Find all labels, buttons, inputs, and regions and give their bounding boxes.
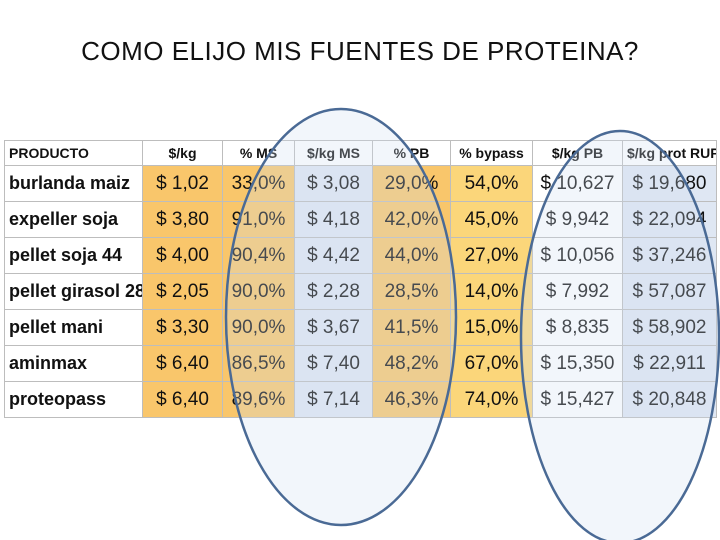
table-row: pellet soja 44 $ 4,00 90,4% $ 4,42 44,0%…: [4, 237, 717, 274]
cell-producto: pellet soja 44: [4, 237, 143, 274]
cell-price-kg-ms: $ 2,28: [294, 273, 373, 310]
slide-title: COMO ELIJO MIS FUENTES DE PROTEINA?: [81, 36, 639, 66]
protein-sources-table-wrap: PRODUCTO $/kg % MS $/kg MS % PB % bypass…: [4, 140, 717, 418]
cell-price-kg-prot-rup: $ 22,094: [622, 201, 717, 238]
cell-producto: expeller soja: [4, 201, 143, 238]
table-row: pellet girasol 28% $ 2,05 90,0% $ 2,28 2…: [4, 273, 717, 310]
cell-pct-bypass: 27,0%: [450, 237, 533, 274]
cell-price-kg-ms: $ 3,67: [294, 309, 373, 346]
cell-pct-pb: 48,2%: [372, 345, 451, 382]
header-price-kg: $/kg: [142, 140, 223, 166]
cell-pct-bypass: 15,0%: [450, 309, 533, 346]
cell-price-kg-ms: $ 7,40: [294, 345, 373, 382]
cell-pct-ms: 33,0%: [222, 165, 295, 202]
cell-price-kg-prot-rup: $ 20,848: [622, 381, 717, 418]
header-pct-bypass: % bypass: [450, 140, 533, 166]
cell-price-kg-pb: $ 10,056: [532, 237, 623, 274]
table-row: expeller soja $ 3,80 91,0% $ 4,18 42,0% …: [4, 201, 717, 238]
cell-price-kg: $ 3,80: [142, 201, 223, 238]
cell-price-kg-pb: $ 9,942: [532, 201, 623, 238]
cell-pct-ms: 89,6%: [222, 381, 295, 418]
cell-price-kg-pb: $ 10,627: [532, 165, 623, 202]
cell-price-kg: $ 6,40: [142, 381, 223, 418]
cell-price-kg-pb: $ 7,992: [532, 273, 623, 310]
cell-pct-ms: 90,0%: [222, 309, 295, 346]
cell-pct-pb: 29,0%: [372, 165, 451, 202]
cell-pct-ms: 86,5%: [222, 345, 295, 382]
cell-price-kg: $ 4,00: [142, 237, 223, 274]
cell-producto: burlanda maiz: [4, 165, 143, 202]
header-price-kg-prot-rup: $/kg prot RUP: [622, 140, 717, 166]
cell-price-kg-pb: $ 15,427: [532, 381, 623, 418]
cell-pct-ms: 90,0%: [222, 273, 295, 310]
protein-sources-table: PRODUCTO $/kg % MS $/kg MS % PB % bypass…: [4, 140, 717, 418]
cell-price-kg-prot-rup: $ 57,087: [622, 273, 717, 310]
cell-pct-bypass: 45,0%: [450, 201, 533, 238]
header-pct-pb: % PB: [372, 140, 451, 166]
cell-price-kg-ms: $ 4,42: [294, 237, 373, 274]
cell-pct-bypass: 54,0%: [450, 165, 533, 202]
cell-pct-pb: 42,0%: [372, 201, 451, 238]
table-row: burlanda maiz $ 1,02 33,0% $ 3,08 29,0% …: [4, 165, 717, 202]
cell-price-kg-ms: $ 4,18: [294, 201, 373, 238]
cell-price-kg-prot-rup: $ 22,911: [622, 345, 717, 382]
cell-price-kg-ms: $ 7,14: [294, 381, 373, 418]
table-row: pellet mani $ 3,30 90,0% $ 3,67 41,5% 15…: [4, 309, 717, 346]
cell-price-kg: $ 1,02: [142, 165, 223, 202]
cell-pct-bypass: 74,0%: [450, 381, 533, 418]
cell-price-kg-ms: $ 3,08: [294, 165, 373, 202]
cell-producto: pellet girasol 28%: [4, 273, 143, 310]
cell-price-kg-pb: $ 8,835: [532, 309, 623, 346]
cell-pct-bypass: 14,0%: [450, 273, 533, 310]
cell-pct-pb: 41,5%: [372, 309, 451, 346]
cell-pct-pb: 28,5%: [372, 273, 451, 310]
cell-price-kg-prot-rup: $ 58,902: [622, 309, 717, 346]
cell-pct-bypass: 67,0%: [450, 345, 533, 382]
cell-price-kg-prot-rup: $ 19,680: [622, 165, 717, 202]
table-header-row: PRODUCTO $/kg % MS $/kg MS % PB % bypass…: [4, 140, 717, 166]
header-pct-ms: % MS: [222, 140, 295, 166]
cell-producto: pellet mani: [4, 309, 143, 346]
cell-producto: proteopass: [4, 381, 143, 418]
cell-producto: aminmax: [4, 345, 143, 382]
table-row: proteopass $ 6,40 89,6% $ 7,14 46,3% 74,…: [4, 381, 717, 418]
cell-price-kg-pb: $ 15,350: [532, 345, 623, 382]
header-price-kg-pb: $/kg PB: [532, 140, 623, 166]
table-row: aminmax $ 6,40 86,5% $ 7,40 48,2% 67,0% …: [4, 345, 717, 382]
header-producto: PRODUCTO: [4, 140, 143, 166]
cell-price-kg: $ 2,05: [142, 273, 223, 310]
cell-price-kg-prot-rup: $ 37,246: [622, 237, 717, 274]
cell-pct-ms: 90,4%: [222, 237, 295, 274]
header-price-kg-ms: $/kg MS: [294, 140, 373, 166]
cell-pct-pb: 44,0%: [372, 237, 451, 274]
cell-pct-ms: 91,0%: [222, 201, 295, 238]
cell-pct-pb: 46,3%: [372, 381, 451, 418]
cell-price-kg: $ 3,30: [142, 309, 223, 346]
cell-price-kg: $ 6,40: [142, 345, 223, 382]
